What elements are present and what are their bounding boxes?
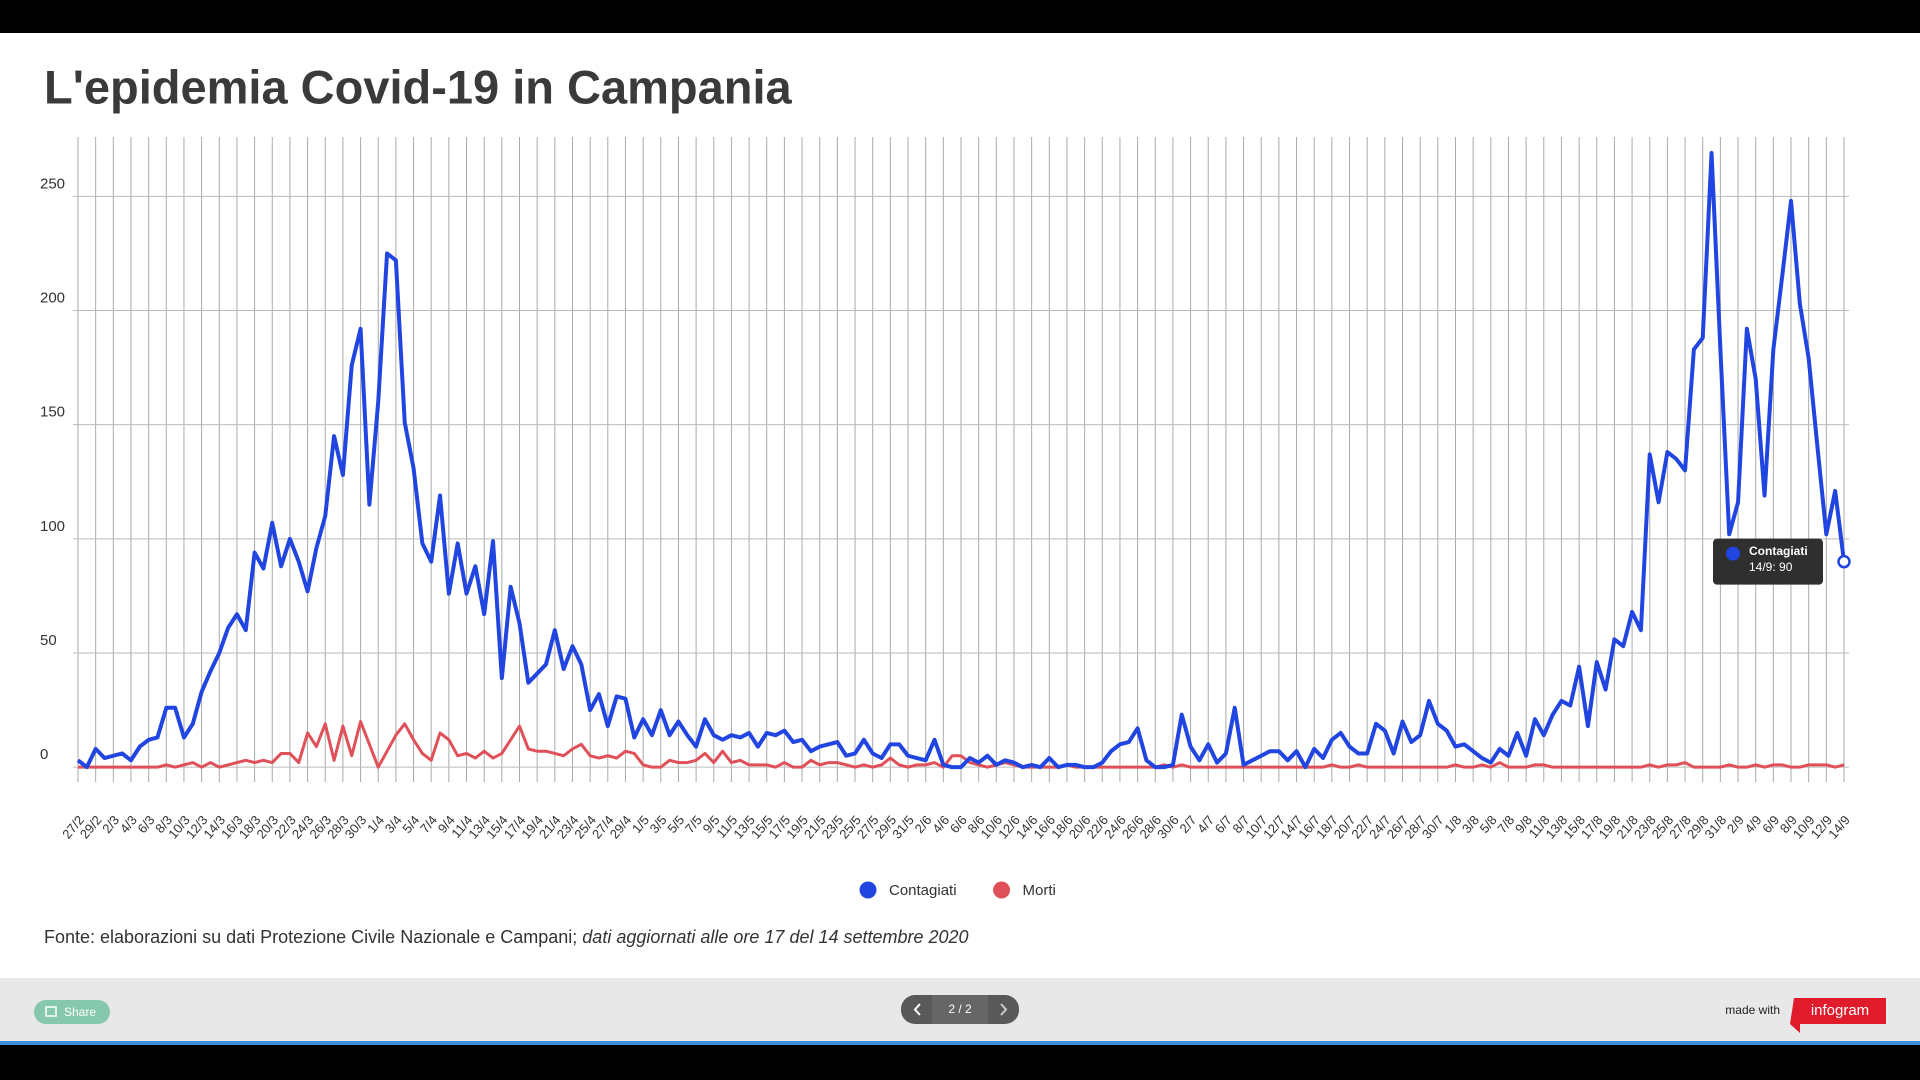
share-label: Share: [64, 1005, 96, 1019]
tooltip-dot: [1726, 546, 1740, 561]
source-text: Fonte: elaborazioni su dati Protezione C…: [44, 927, 582, 947]
hover-point: [1837, 554, 1851, 569]
legend-marker: [993, 881, 1011, 899]
y-tick-label: 250: [40, 175, 65, 192]
series-line: [78, 720, 1845, 769]
y-tick-label: 50: [40, 632, 57, 649]
prev-button[interactable]: [913, 1003, 921, 1016]
chart-title: L'epidemia Covid-19 in Campania: [44, 60, 793, 113]
share-button[interactable]: [34, 1000, 110, 1024]
pager-center: [932, 995, 988, 1024]
plot: 27/229/22/34/36/38/310/312/314/316/318/3…: [40, 137, 1853, 899]
tooltip-label: 14/9: 90: [1749, 560, 1793, 574]
footer-line: [0, 1041, 1920, 1045]
infogram-badge[interactable]: [1790, 998, 1886, 1033]
made-with: made with: [1725, 1003, 1780, 1017]
y-tick-label: 0: [40, 746, 48, 763]
y-tick-label: 150: [40, 404, 65, 421]
y-tick-label: 200: [40, 289, 65, 306]
legend-marker: [859, 881, 877, 899]
y-tick-label: 100: [40, 518, 65, 535]
page-indicator: 2 / 2: [948, 1002, 972, 1016]
share-icon: [45, 1006, 57, 1017]
legend-label: Morti: [1023, 882, 1056, 899]
source-note: dati aggiornati alle ore 17 del 14 sette…: [582, 927, 968, 947]
legend-label: Contagiati: [889, 882, 957, 899]
tooltip-series: Contagiati: [1749, 544, 1808, 558]
source: Fonte: elaborazioni su dati Protezione C…: [44, 927, 969, 947]
series-line: [76, 150, 1846, 770]
tooltip: [1713, 538, 1823, 585]
infogram-label: infogram: [1811, 1002, 1869, 1019]
chart-area: [0, 33, 1920, 978]
next-button[interactable]: [1000, 1003, 1008, 1016]
